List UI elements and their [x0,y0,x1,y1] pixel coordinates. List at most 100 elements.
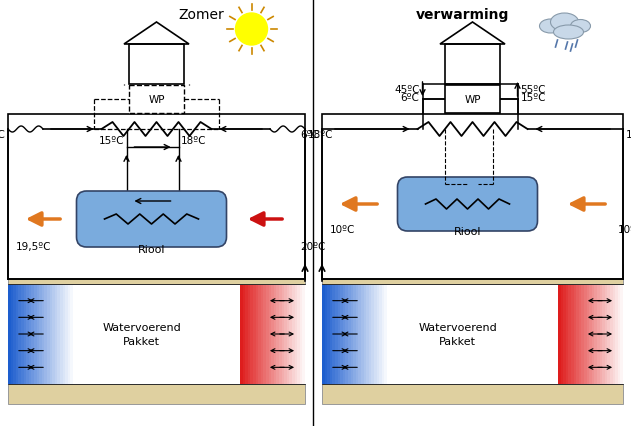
Bar [29,284,32,384]
Bar [16,284,18,384]
Ellipse shape [540,20,562,34]
Bar [604,284,608,384]
Bar [37,284,39,384]
Bar [574,284,576,384]
Text: 10ºC: 10ºC [330,225,355,234]
Bar [258,284,261,384]
Bar [245,284,248,384]
Bar [8,384,305,404]
Bar [379,284,382,384]
Bar [569,284,571,384]
Text: 6ºC: 6ºC [300,130,319,140]
Bar [363,284,366,384]
Bar [39,284,42,384]
Text: Riool: Riool [138,245,165,254]
Ellipse shape [570,20,591,33]
Bar [445,45,500,85]
Bar [589,284,592,384]
Text: Watervoerend
Pakket: Watervoerend Pakket [102,322,181,346]
Bar [322,384,623,404]
Bar [276,284,279,384]
Bar [610,284,613,384]
Bar [253,284,256,384]
Bar [579,284,581,384]
Bar [27,284,29,384]
Text: 17ºC: 17ºC [626,130,631,140]
Bar [372,284,374,384]
Text: 8ºC: 8ºC [0,130,5,140]
Bar [284,284,287,384]
Bar [351,284,353,384]
Bar [343,284,345,384]
Bar [566,284,569,384]
Bar [129,45,184,85]
Text: 45ºC: 45ºC [394,85,420,95]
Bar [251,284,253,384]
Bar [345,284,348,384]
Bar [8,284,11,384]
Text: WP: WP [148,95,165,105]
Bar [297,284,300,384]
Bar [62,284,65,384]
Bar [327,284,330,384]
Text: 20ºC: 20ºC [300,242,326,251]
Bar [620,284,623,384]
Bar [599,284,602,384]
Text: Watervoerend
Pakket: Watervoerend Pakket [418,322,497,346]
Bar [377,284,379,384]
Bar [348,284,351,384]
Bar [68,284,71,384]
Bar [279,284,281,384]
Bar [322,115,623,279]
Bar [23,284,27,384]
Text: 15ºC: 15ºC [99,136,124,146]
Ellipse shape [550,14,579,32]
Bar [52,284,55,384]
Bar [271,284,274,384]
Bar [71,284,73,384]
Bar [613,284,615,384]
Bar [42,284,44,384]
Bar [8,284,305,384]
Bar [618,284,620,384]
Bar [11,284,13,384]
Bar [32,284,34,384]
Bar [608,284,610,384]
Text: verwarming: verwarming [416,8,509,22]
Text: 19,5ºC: 19,5ºC [16,242,52,251]
Bar [322,265,623,284]
Bar [65,284,68,384]
Bar [592,284,594,384]
Bar [242,284,245,384]
Bar [295,284,297,384]
Bar [261,284,263,384]
Bar [302,284,305,384]
Bar [358,284,361,384]
Bar [340,284,343,384]
Bar [324,284,327,384]
Bar [322,284,324,384]
Bar [129,86,184,114]
Bar [13,284,16,384]
Bar [18,284,21,384]
Bar [384,284,387,384]
Bar [333,284,335,384]
Bar [558,284,560,384]
Bar [374,284,377,384]
Circle shape [235,14,268,46]
Bar [57,284,60,384]
Bar [356,284,358,384]
Bar [248,284,251,384]
Bar [240,284,242,384]
Bar [34,284,37,384]
Bar [256,284,258,384]
Bar [584,284,587,384]
Bar [335,284,338,384]
Bar [560,284,563,384]
Bar [361,284,363,384]
Bar [581,284,584,384]
Bar [571,284,574,384]
FancyBboxPatch shape [398,178,538,231]
Bar [615,284,618,384]
Bar [366,284,369,384]
